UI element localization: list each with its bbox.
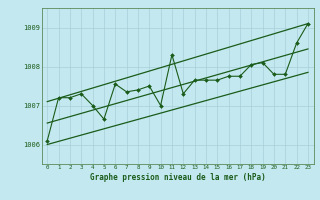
X-axis label: Graphe pression niveau de la mer (hPa): Graphe pression niveau de la mer (hPa) xyxy=(90,173,266,182)
